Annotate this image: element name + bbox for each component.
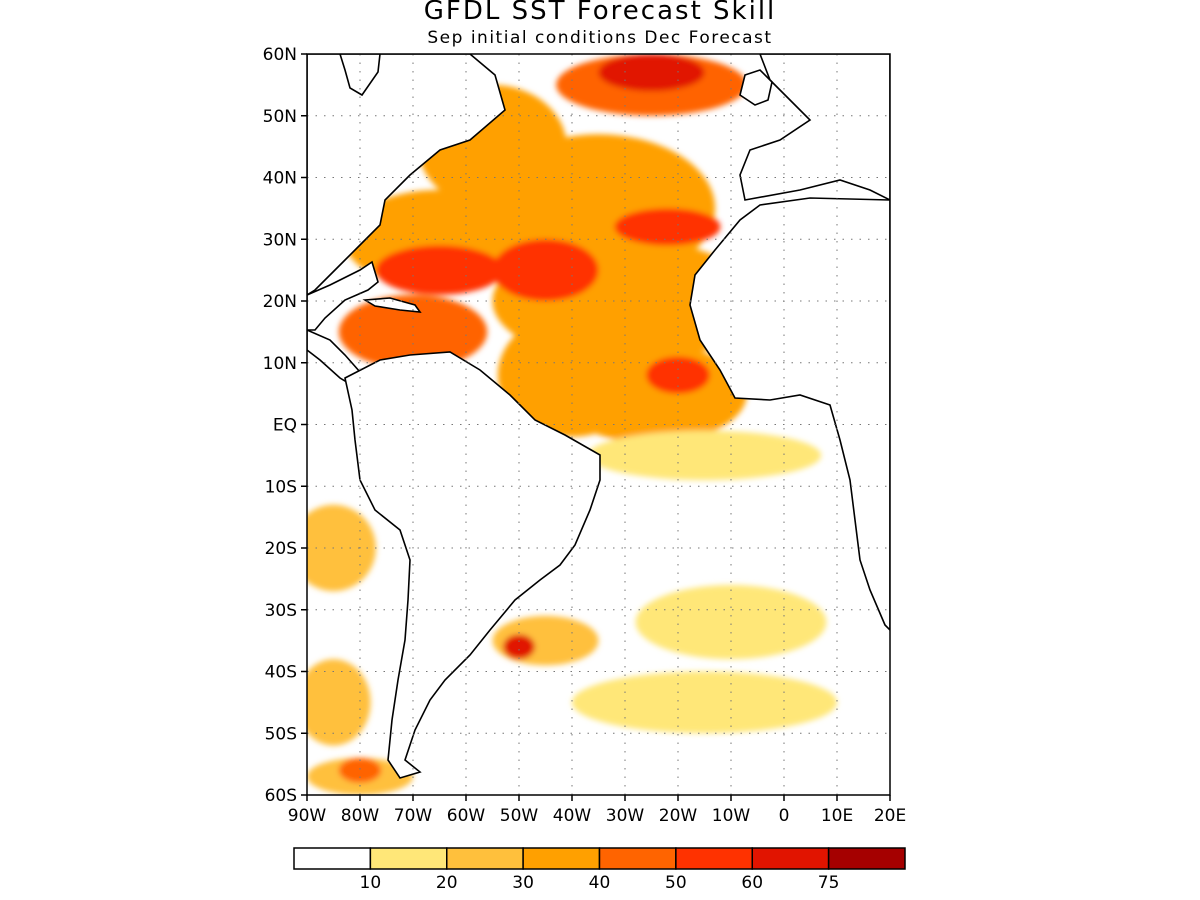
skill-region (587, 430, 822, 481)
colorbar-label: 75 (818, 873, 840, 893)
lon-tick-label: 80W (341, 806, 380, 826)
skill-region (635, 585, 827, 660)
skill-region (338, 757, 382, 783)
gulf-coast-land (307, 260, 379, 331)
lat-tick-label: 30S (265, 601, 297, 621)
lat-tick-label: 40S (265, 663, 297, 683)
colorbar-swatch (827, 847, 906, 870)
colorbar-swatch (598, 847, 677, 870)
lon-tick-label: 60W (447, 806, 486, 826)
south-america-land (344, 351, 601, 779)
lon-tick-label: 10E (821, 806, 853, 826)
land-masses (307, 54, 890, 779)
colorbar-swatch (446, 847, 524, 870)
colorbar-swatch (675, 847, 753, 870)
skill-region (572, 671, 837, 734)
colorbar-label: 50 (665, 873, 687, 893)
colorbar-swatch (522, 847, 601, 870)
lat-tick-label: 60S (265, 786, 297, 806)
colorbar: 10 20 30 40 50 60 75 (293, 847, 906, 893)
cuba-island (362, 297, 422, 313)
greenland-land (339, 54, 381, 97)
lat-tick-label: 20N (263, 292, 297, 312)
lon-tick-label: 10W (712, 806, 751, 826)
africa-land (689, 197, 890, 632)
skill-region (598, 54, 705, 92)
europe-land (739, 54, 890, 201)
british-isles (739, 69, 773, 106)
lat-tick-label: 30N (263, 230, 297, 250)
lat-tick-label: 50N (263, 107, 297, 127)
lon-tick-label: 20W (659, 806, 698, 826)
skill-region (492, 239, 599, 301)
lon-tick-label: 20E (874, 806, 906, 826)
skill-region (503, 634, 535, 660)
axis-ticks: 60N 50N 40N 30N 20N 10N EQ 10S 20S 30S 40S 50S 60S90… (263, 45, 907, 826)
colorbar-label: 30 (512, 873, 534, 893)
graticule (307, 54, 890, 795)
map-title: GFDL SST Forecast Skill (423, 0, 777, 26)
north-america-land (307, 54, 506, 296)
lon-tick-label: 0 (779, 806, 790, 826)
lat-tick-label: 20S (265, 539, 297, 559)
map-subtitle: Sep initial conditions Dec Forecast (427, 28, 773, 48)
lat-tick-label: 10S (265, 477, 297, 497)
skill-region (375, 245, 504, 295)
colorbar-label: 40 (589, 873, 611, 893)
lat-tick-label: 40N (263, 169, 297, 189)
skill-region (338, 294, 488, 369)
skill-region (614, 208, 721, 246)
skill-region (646, 356, 710, 394)
colorbar-label: 60 (741, 873, 763, 893)
lon-tick-label: 90W (288, 806, 327, 826)
skill-region (307, 659, 371, 746)
lon-tick-label: 70W (394, 806, 433, 826)
colorbar-swatch (369, 847, 448, 870)
lon-tick-label: 40W (553, 806, 592, 826)
lat-tick-label: 60N (263, 45, 297, 65)
lon-tick-label: 30W (606, 806, 645, 826)
colorbar-swatch (293, 847, 372, 870)
colorbar-label: 20 (436, 873, 458, 893)
lat-tick-label: 50S (265, 724, 297, 744)
colorbar-swatch (751, 847, 830, 870)
lat-tick-label: 10N (263, 354, 297, 374)
lat-tick-label: EQ (273, 416, 297, 436)
colorbar-label: 10 (360, 873, 382, 893)
lon-tick-label: 50W (500, 806, 539, 826)
